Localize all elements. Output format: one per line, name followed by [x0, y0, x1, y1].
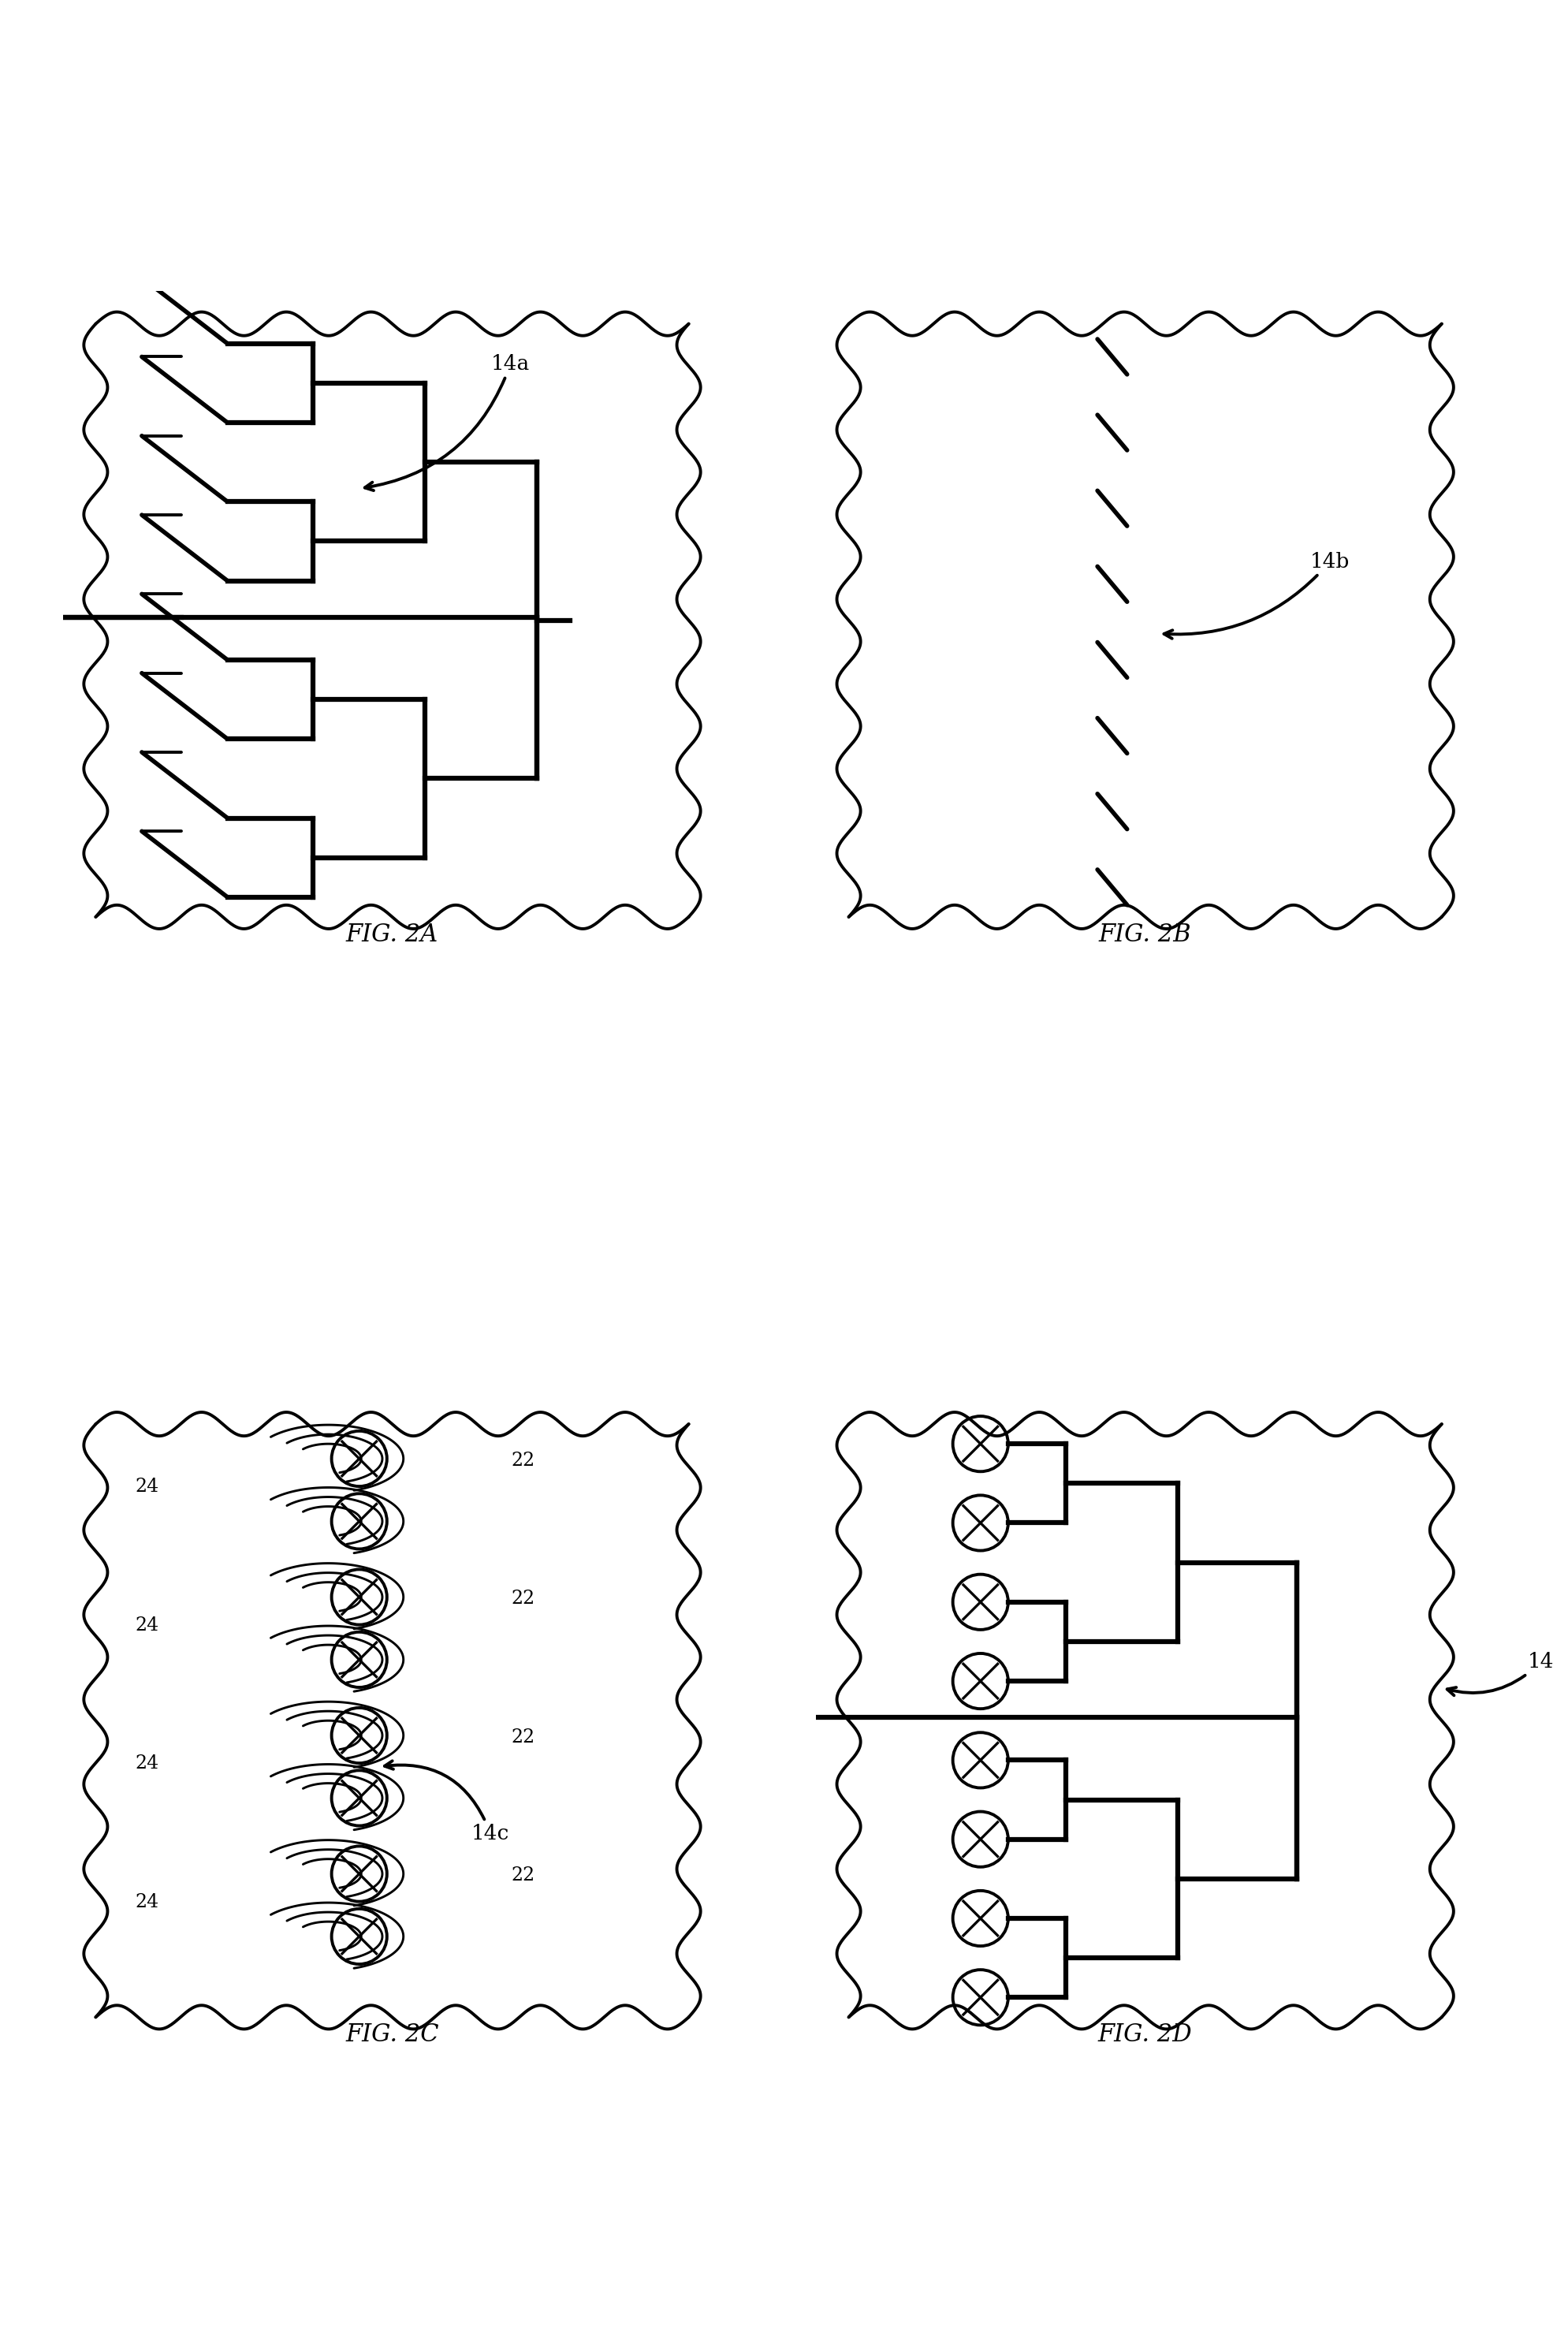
Text: 24: 24	[135, 1477, 158, 1496]
Text: FIG. 2B: FIG. 2B	[1098, 922, 1192, 946]
Text: 14: 14	[1446, 1653, 1552, 1695]
Text: FIG. 2A: FIG. 2A	[347, 922, 437, 946]
Text: FIG. 2D: FIG. 2D	[1098, 2023, 1192, 2046]
Text: 22: 22	[511, 1866, 535, 1885]
Text: FIG. 2C: FIG. 2C	[345, 2023, 439, 2046]
Text: 22: 22	[511, 1451, 535, 1470]
Text: 24: 24	[135, 1753, 158, 1772]
Text: 24: 24	[135, 1615, 158, 1634]
Text: 14a: 14a	[365, 353, 530, 492]
Text: 14c: 14c	[384, 1760, 510, 1842]
Text: 22: 22	[511, 1728, 535, 1746]
Text: 22: 22	[511, 1590, 535, 1608]
Text: 24: 24	[135, 1894, 158, 1910]
Text: 14b: 14b	[1163, 552, 1348, 639]
